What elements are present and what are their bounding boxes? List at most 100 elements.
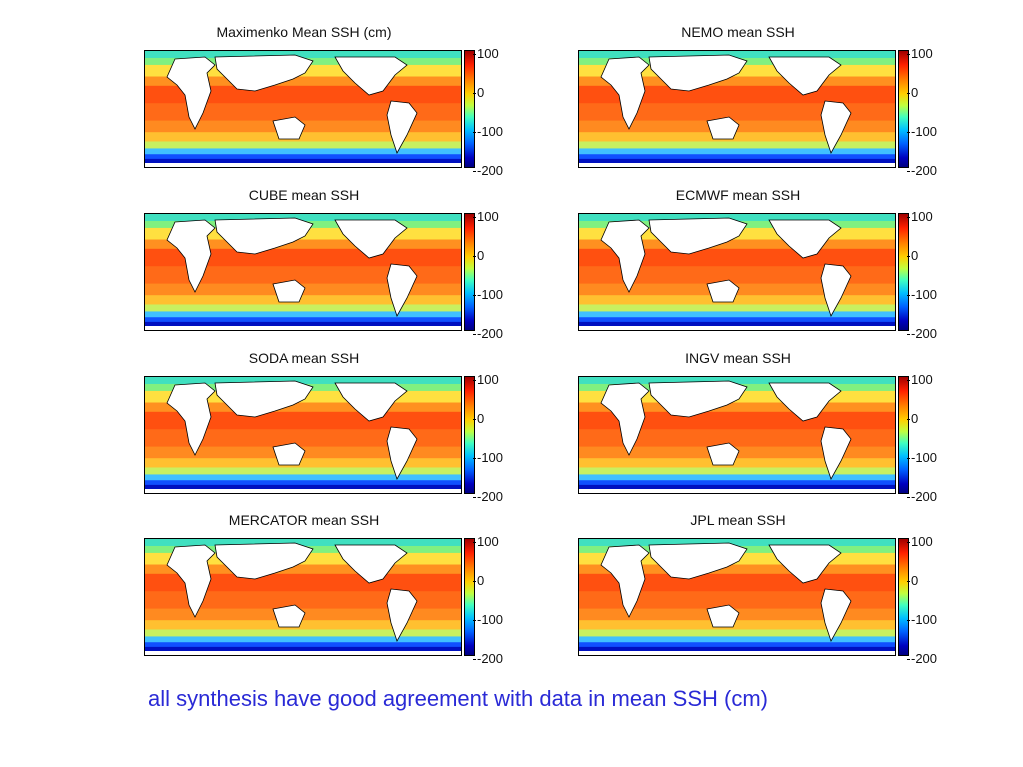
ssh-band [145, 214, 461, 222]
colorbar-tick: 0 [906, 411, 919, 426]
ssh-field [579, 214, 895, 330]
ssh-field [579, 377, 895, 493]
panel-nemo: NEMO mean SSH 100 0 -100 -200 [578, 24, 1018, 184]
continent [272, 604, 306, 628]
ssh-band [579, 295, 895, 305]
ssh-band [579, 132, 895, 142]
ssh-band [579, 154, 895, 160]
ssh-band [579, 311, 895, 318]
continent [272, 442, 306, 466]
ssh-band [145, 51, 461, 59]
colorbar-tick: -200 [906, 326, 938, 341]
colorbar-tick: -100 [472, 612, 504, 627]
ssh-band [579, 458, 895, 468]
colorbar-tick: 0 [472, 248, 485, 263]
colorbar [898, 376, 909, 494]
continent [648, 542, 748, 580]
colorbar-tick: 100 [473, 534, 499, 549]
panel-title: NEMO mean SSH [681, 24, 795, 40]
ssh-band [145, 629, 461, 637]
colorbar-tick: -200 [472, 651, 504, 666]
colorbar-tick: 100 [907, 534, 933, 549]
ssh-band [145, 266, 461, 285]
ssh-map [144, 50, 462, 168]
ssh-band [579, 564, 895, 575]
ssh-band [145, 484, 461, 493]
ssh-band [145, 304, 461, 312]
ssh-band [145, 76, 461, 87]
ssh-band [579, 321, 895, 330]
ssh-band [145, 429, 461, 448]
ssh-band [145, 148, 461, 155]
ssh-map [578, 376, 896, 494]
continent [648, 217, 748, 255]
continent [648, 54, 748, 92]
colorbar-tick: 100 [907, 372, 933, 387]
ssh-band [145, 620, 461, 630]
continent [600, 219, 650, 293]
colorbar [464, 538, 475, 656]
ssh-map [578, 213, 896, 331]
colorbar-tick: -100 [906, 450, 938, 465]
continent [820, 100, 852, 154]
continent [820, 588, 852, 642]
ssh-field [145, 51, 461, 167]
ssh-band [145, 311, 461, 318]
ssh-band [579, 266, 895, 285]
continent [214, 54, 314, 92]
continent [820, 263, 852, 317]
ssh-band [579, 317, 895, 323]
ssh-band [145, 539, 461, 547]
continent [334, 56, 408, 96]
continent [334, 382, 408, 422]
ssh-band [145, 321, 461, 330]
colorbar-tick: -100 [472, 450, 504, 465]
colorbar-tick: -100 [472, 124, 504, 139]
colorbar-tick: -100 [906, 612, 938, 627]
ssh-band [145, 480, 461, 486]
land-mask [579, 163, 895, 167]
continent [166, 219, 216, 293]
continent [768, 219, 842, 259]
ssh-band [579, 103, 895, 122]
colorbar-tick: -100 [472, 287, 504, 302]
panel-title: ECMWF mean SSH [675, 187, 801, 203]
ssh-band [579, 467, 895, 475]
ssh-band [145, 103, 461, 122]
ssh-band [579, 377, 895, 385]
colorbar-tick: -200 [472, 326, 504, 341]
land-mask [145, 163, 461, 167]
ssh-field [145, 377, 461, 493]
colorbar-tick: 0 [472, 85, 485, 100]
ssh-map [578, 50, 896, 168]
ssh-band [579, 539, 895, 547]
colorbar-tick: 0 [906, 573, 919, 588]
colorbar-tick: 0 [472, 573, 485, 588]
continent [166, 544, 216, 618]
ssh-map [144, 538, 462, 656]
ssh-band [579, 214, 895, 222]
ssh-band [579, 620, 895, 630]
land-mask [145, 651, 461, 655]
colorbar-tick: -200 [472, 489, 504, 504]
colorbar [898, 538, 909, 656]
ssh-band [579, 646, 895, 655]
ssh-band [579, 148, 895, 155]
panel-mercator: MERCATOR mean SSH 100 0 -100 -200 [144, 512, 584, 672]
colorbar-tick: -100 [906, 287, 938, 302]
land-mask [579, 651, 895, 655]
ssh-band [145, 295, 461, 305]
panel-ingv: INGV mean SSH 100 0 -100 -200 [578, 350, 1018, 510]
panel-title: Maximenko Mean SSH (cm) [216, 24, 392, 40]
continent [706, 604, 740, 628]
ssh-band [579, 51, 895, 59]
ssh-band [145, 402, 461, 413]
ssh-band [579, 480, 895, 486]
continent [214, 217, 314, 255]
slide-caption: all synthesis have good agreement with d… [148, 686, 768, 711]
panel-title: CUBE mean SSH [248, 187, 360, 203]
colorbar-tick: -200 [472, 163, 504, 178]
panel-title: MERCATOR mean SSH [228, 512, 380, 528]
continent [706, 279, 740, 303]
continent [600, 382, 650, 456]
